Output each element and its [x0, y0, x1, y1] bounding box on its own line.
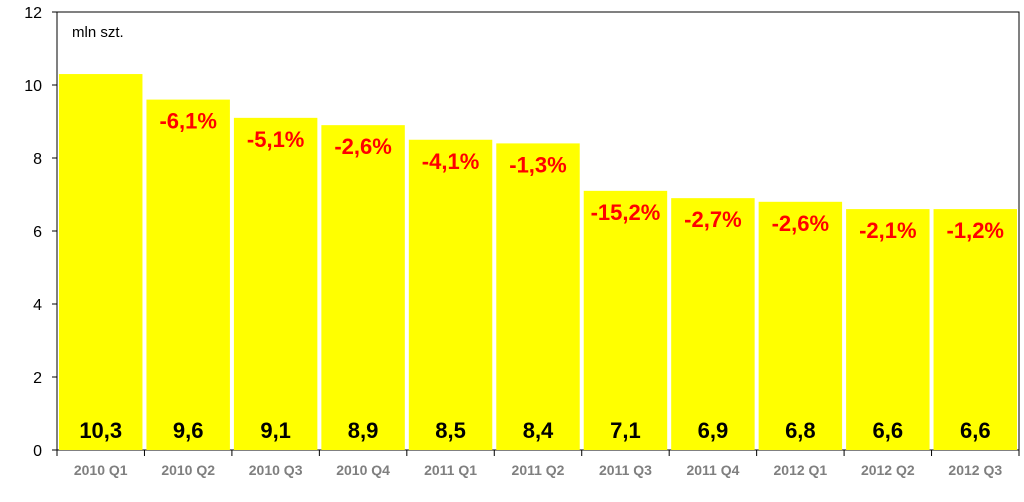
- value-label: 6,6: [873, 418, 904, 443]
- bar: [408, 139, 493, 450]
- bar: [146, 99, 230, 450]
- x-tick-label: 2011 Q4: [686, 462, 739, 478]
- x-tick-label: 2010 Q1: [74, 462, 128, 478]
- bar: [758, 201, 843, 450]
- value-label: 7,1: [610, 418, 641, 443]
- change-label: -4,1%: [422, 149, 479, 174]
- value-label: 8,4: [523, 418, 554, 443]
- x-tick-label: 2011 Q2: [512, 462, 565, 478]
- value-label: 6,8: [785, 418, 816, 443]
- change-label: -15,2%: [591, 200, 661, 225]
- value-label: 8,9: [348, 418, 379, 443]
- x-tick-label: 2012 Q1: [774, 462, 828, 478]
- bar: [933, 209, 1017, 450]
- change-label: -6,1%: [159, 109, 216, 134]
- change-label: -1,3%: [509, 152, 566, 177]
- value-label: 6,9: [698, 418, 729, 443]
- value-label: 6,6: [960, 418, 991, 443]
- change-label: -2,7%: [684, 207, 741, 232]
- x-tick-label: 2010 Q2: [161, 462, 215, 478]
- change-label: -2,1%: [859, 218, 916, 243]
- bars: 10,3 9,6 -6,1% 9,1 -5,1% 8,9 -2,6% 8,5 -4,1% 8,4 -…: [59, 74, 1017, 451]
- x-tick-label: 2012 Q3: [948, 462, 1002, 478]
- y-axis: 0 2 4 6 8 10 12: [24, 5, 57, 460]
- bar: [321, 125, 405, 451]
- x-tick-label: 2010 Q3: [249, 462, 303, 478]
- value-label: 10,3: [79, 418, 122, 443]
- change-label: -2,6%: [772, 211, 829, 236]
- x-tick-label: 2010 Q4: [336, 462, 390, 478]
- value-label: 9,1: [260, 418, 291, 443]
- x-axis: 2010 Q1 2010 Q2 2010 Q3 2010 Q4 2011 Q1 2011 …: [56, 450, 1020, 478]
- bar: [59, 74, 143, 451]
- y-tick-label: 12: [24, 5, 42, 22]
- y-tick-label: 8: [33, 151, 42, 168]
- value-label: 8,5: [435, 418, 466, 443]
- y-tick-label: 0: [33, 443, 42, 460]
- change-label: -1,2%: [947, 218, 1004, 243]
- y-tick-label: 10: [24, 78, 42, 95]
- unit-label: mln szt.: [72, 24, 124, 41]
- bar: [583, 190, 668, 450]
- value-label: 9,6: [173, 418, 204, 443]
- y-tick-label: 4: [33, 297, 42, 314]
- change-label: -2,6%: [334, 134, 391, 159]
- y-tick-label: 6: [33, 224, 42, 241]
- bar: [671, 198, 755, 450]
- bar: [496, 143, 580, 450]
- x-tick-label: 2011 Q1: [424, 462, 477, 478]
- x-tick-label: 2012 Q2: [861, 462, 915, 478]
- y-tick-label: 2: [33, 370, 42, 387]
- change-label: -5,1%: [247, 127, 304, 152]
- bar: [846, 209, 930, 450]
- x-tick-label: 2011 Q3: [599, 462, 652, 478]
- bar: [233, 117, 318, 450]
